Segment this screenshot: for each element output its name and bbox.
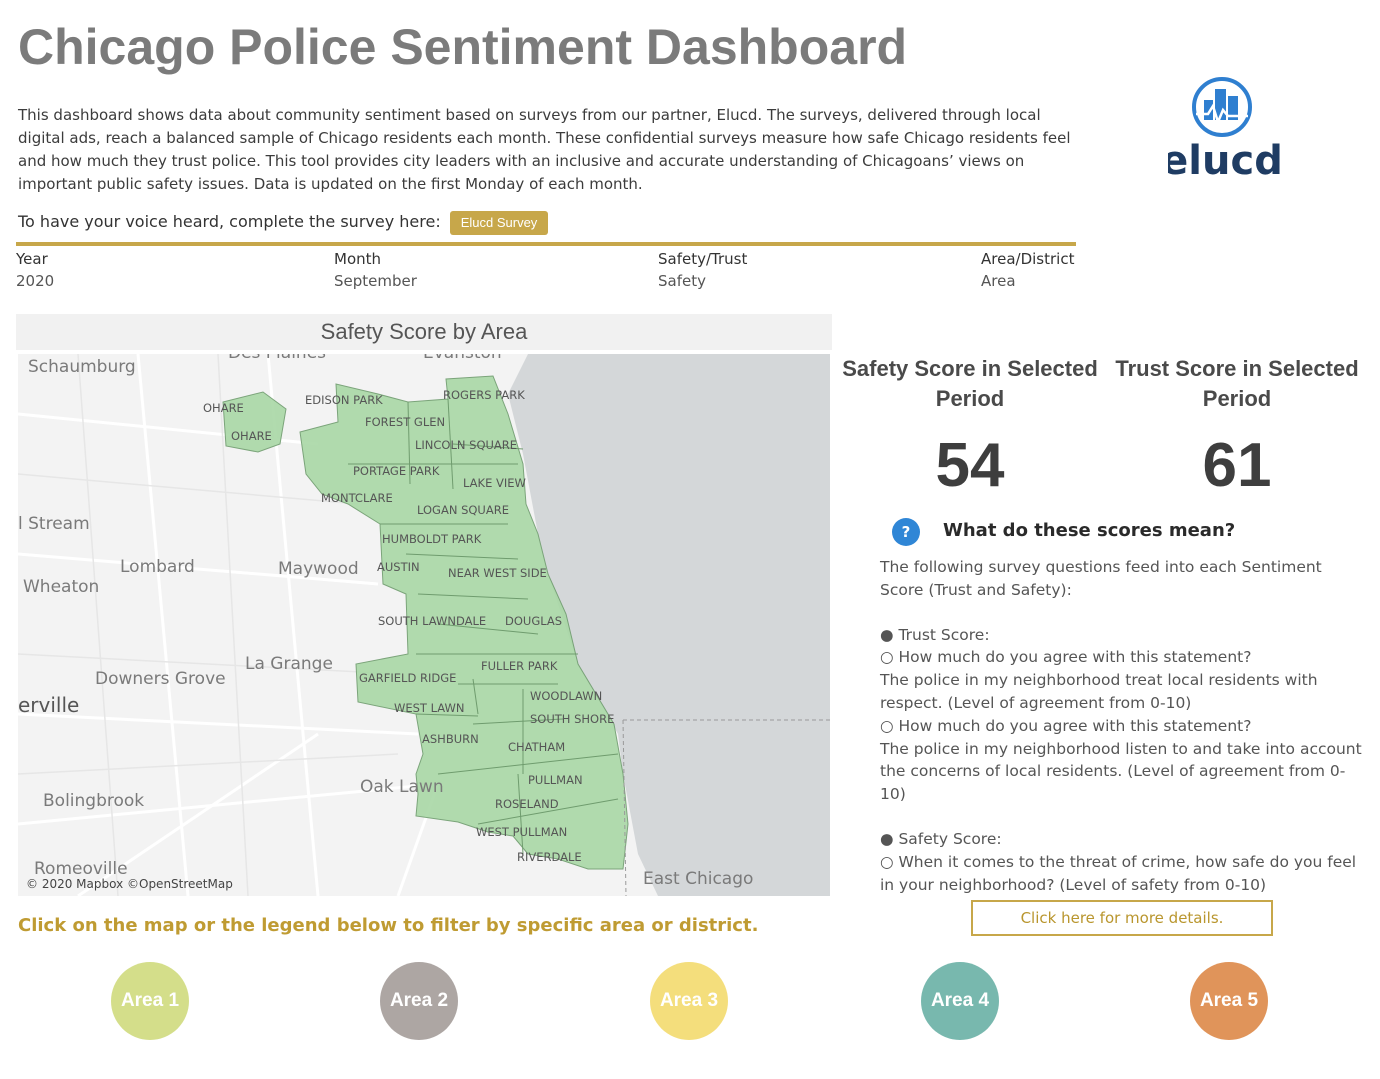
filter-area-district[interactable]: Area/District Area <box>981 250 1141 290</box>
neighborhood-label: ASHBURN <box>422 732 479 746</box>
trust-question-2: ○ How much do you agree with this statem… <box>880 716 1252 735</box>
map-attribution: © 2020 Mapbox ©OpenStreetMap <box>26 877 233 891</box>
neighborhood-label: SOUTH LAWNDALE <box>378 614 486 628</box>
explain-body: The following survey questions feed into… <box>880 556 1370 896</box>
filter-safety-trust[interactable]: Safety/Trust Safety <box>658 250 818 290</box>
neighborhood-label: ROGERS PARK <box>443 388 525 402</box>
trust-score-value: 61 <box>1202 431 1272 500</box>
safety-map[interactable]: Schaumburg Des Plaines Evanston l Stream… <box>18 354 830 896</box>
place-label: Schaumburg <box>28 357 136 377</box>
filter-month[interactable]: Month September <box>334 250 494 290</box>
neighborhood-label: WEST LAWN <box>394 701 465 715</box>
place-label: Des Plaines <box>228 354 326 363</box>
place-label: Romeoville <box>34 859 128 879</box>
safety-heading: ● Safety Score: <box>880 829 1002 848</box>
place-label: East Chicago <box>643 869 753 889</box>
trust-heading: ● Trust Score: <box>880 625 990 644</box>
neighborhood-label: SOUTH SHORE <box>530 712 614 726</box>
neighborhood-label: LINCOLN SQUARE <box>415 438 517 452</box>
place-label: Bolingbrook <box>43 791 144 811</box>
neighborhood-label: HUMBOLDT PARK <box>382 532 482 546</box>
filter-year[interactable]: Year 2020 <box>16 250 176 290</box>
neighborhood-label: MONTCLARE <box>321 491 393 505</box>
divider <box>16 242 1076 246</box>
elucd-logo: elucd <box>1161 74 1283 186</box>
logo-text: elucd <box>1168 138 1280 184</box>
safety-question-1: ○ When it comes to the threat of crime, … <box>880 852 1357 894</box>
filter-label: Year <box>16 250 48 268</box>
area-4-button[interactable]: Area 4 <box>921 962 999 1040</box>
place-label: Evanston <box>423 354 502 363</box>
neighborhood-label: OHARE <box>231 429 272 443</box>
neighborhood-label: LAKE VIEW <box>463 476 526 490</box>
city-regions[interactable] <box>222 375 629 870</box>
neighborhood-label: ROSELAND <box>495 797 559 811</box>
neighborhood-label: WEST PULLMAN <box>476 825 567 839</box>
neighborhood-label: DOUGLAS <box>505 614 562 628</box>
place-label: Oak Lawn <box>360 777 444 797</box>
place-label: l Stream <box>18 514 90 534</box>
neighborhood-label: AUSTIN <box>377 560 420 574</box>
trust-score-title: Trust Score in Selected Period <box>1115 356 1359 411</box>
area-2-button[interactable]: Area 2 <box>380 962 458 1040</box>
explain-intro: The following survey questions feed into… <box>880 558 1322 599</box>
neighborhood-label: EDISON PARK <box>305 393 383 407</box>
trust-statement-1: The police in my neighborhood treat loca… <box>880 671 1318 712</box>
filter-value[interactable]: Safety <box>658 272 706 290</box>
map-hint: Click on the map or the legend below to … <box>18 915 759 936</box>
neighborhood-label: WOODLAWN <box>530 689 602 703</box>
neighborhood-label: GARFIELD RIDGE <box>359 671 456 685</box>
area-1-button[interactable]: Area 1 <box>111 962 189 1040</box>
filter-label: Safety/Trust <box>658 250 748 268</box>
place-label: Lombard <box>120 557 195 577</box>
trust-statement-2: The police in my neighborhood listen to … <box>880 739 1362 804</box>
filter-value[interactable]: Area <box>981 272 1016 290</box>
place-label: La Grange <box>245 654 333 674</box>
safety-score-title: Safety Score in Selected Period <box>842 356 1098 411</box>
filter-label: Area/District <box>981 250 1075 268</box>
neighborhood-label: FOREST GLEN <box>365 415 445 429</box>
neighborhood-label: FULLER PARK <box>481 659 558 673</box>
filter-value[interactable]: September <box>334 272 417 290</box>
neighborhood-label: RIVERDALE <box>517 850 582 864</box>
intro-paragraph: This dashboard shows data about communit… <box>18 106 1071 193</box>
neighborhood-label: LOGAN SQUARE <box>417 503 509 517</box>
neighborhood-label: NEAR WEST SIDE <box>448 566 547 580</box>
help-icon: ? <box>892 518 920 546</box>
neighborhood-label: CHATHAM <box>508 740 565 754</box>
filter-label: Month <box>334 250 382 268</box>
neighborhood-label: PULLMAN <box>528 773 583 787</box>
place-label: Maywood <box>278 559 359 579</box>
neighborhood-label: PORTAGE PARK <box>353 464 440 478</box>
safety-score-value: 54 <box>935 431 1005 500</box>
more-details-button[interactable]: Click here for more details. <box>971 900 1273 936</box>
filter-value[interactable]: 2020 <box>16 272 55 290</box>
place-label: Wheaton <box>23 577 99 597</box>
elucd-survey-button[interactable]: Elucd Survey <box>450 211 548 235</box>
explain-title: What do these scores mean? <box>943 520 1236 541</box>
area-5-button[interactable]: Area 5 <box>1190 962 1268 1040</box>
place-label: Downers Grove <box>95 669 226 689</box>
area-3-button[interactable]: Area 3 <box>650 962 728 1040</box>
place-label: erville <box>18 693 79 717</box>
neighborhood-label: OHARE <box>203 401 244 415</box>
page-title: Chicago Police Sentiment Dashboard <box>18 19 908 75</box>
map-title: Safety Score by Area <box>16 314 832 350</box>
survey-prompt: To have your voice heard, complete the s… <box>18 212 441 231</box>
trust-question-1: ○ How much do you agree with this statem… <box>880 648 1252 667</box>
